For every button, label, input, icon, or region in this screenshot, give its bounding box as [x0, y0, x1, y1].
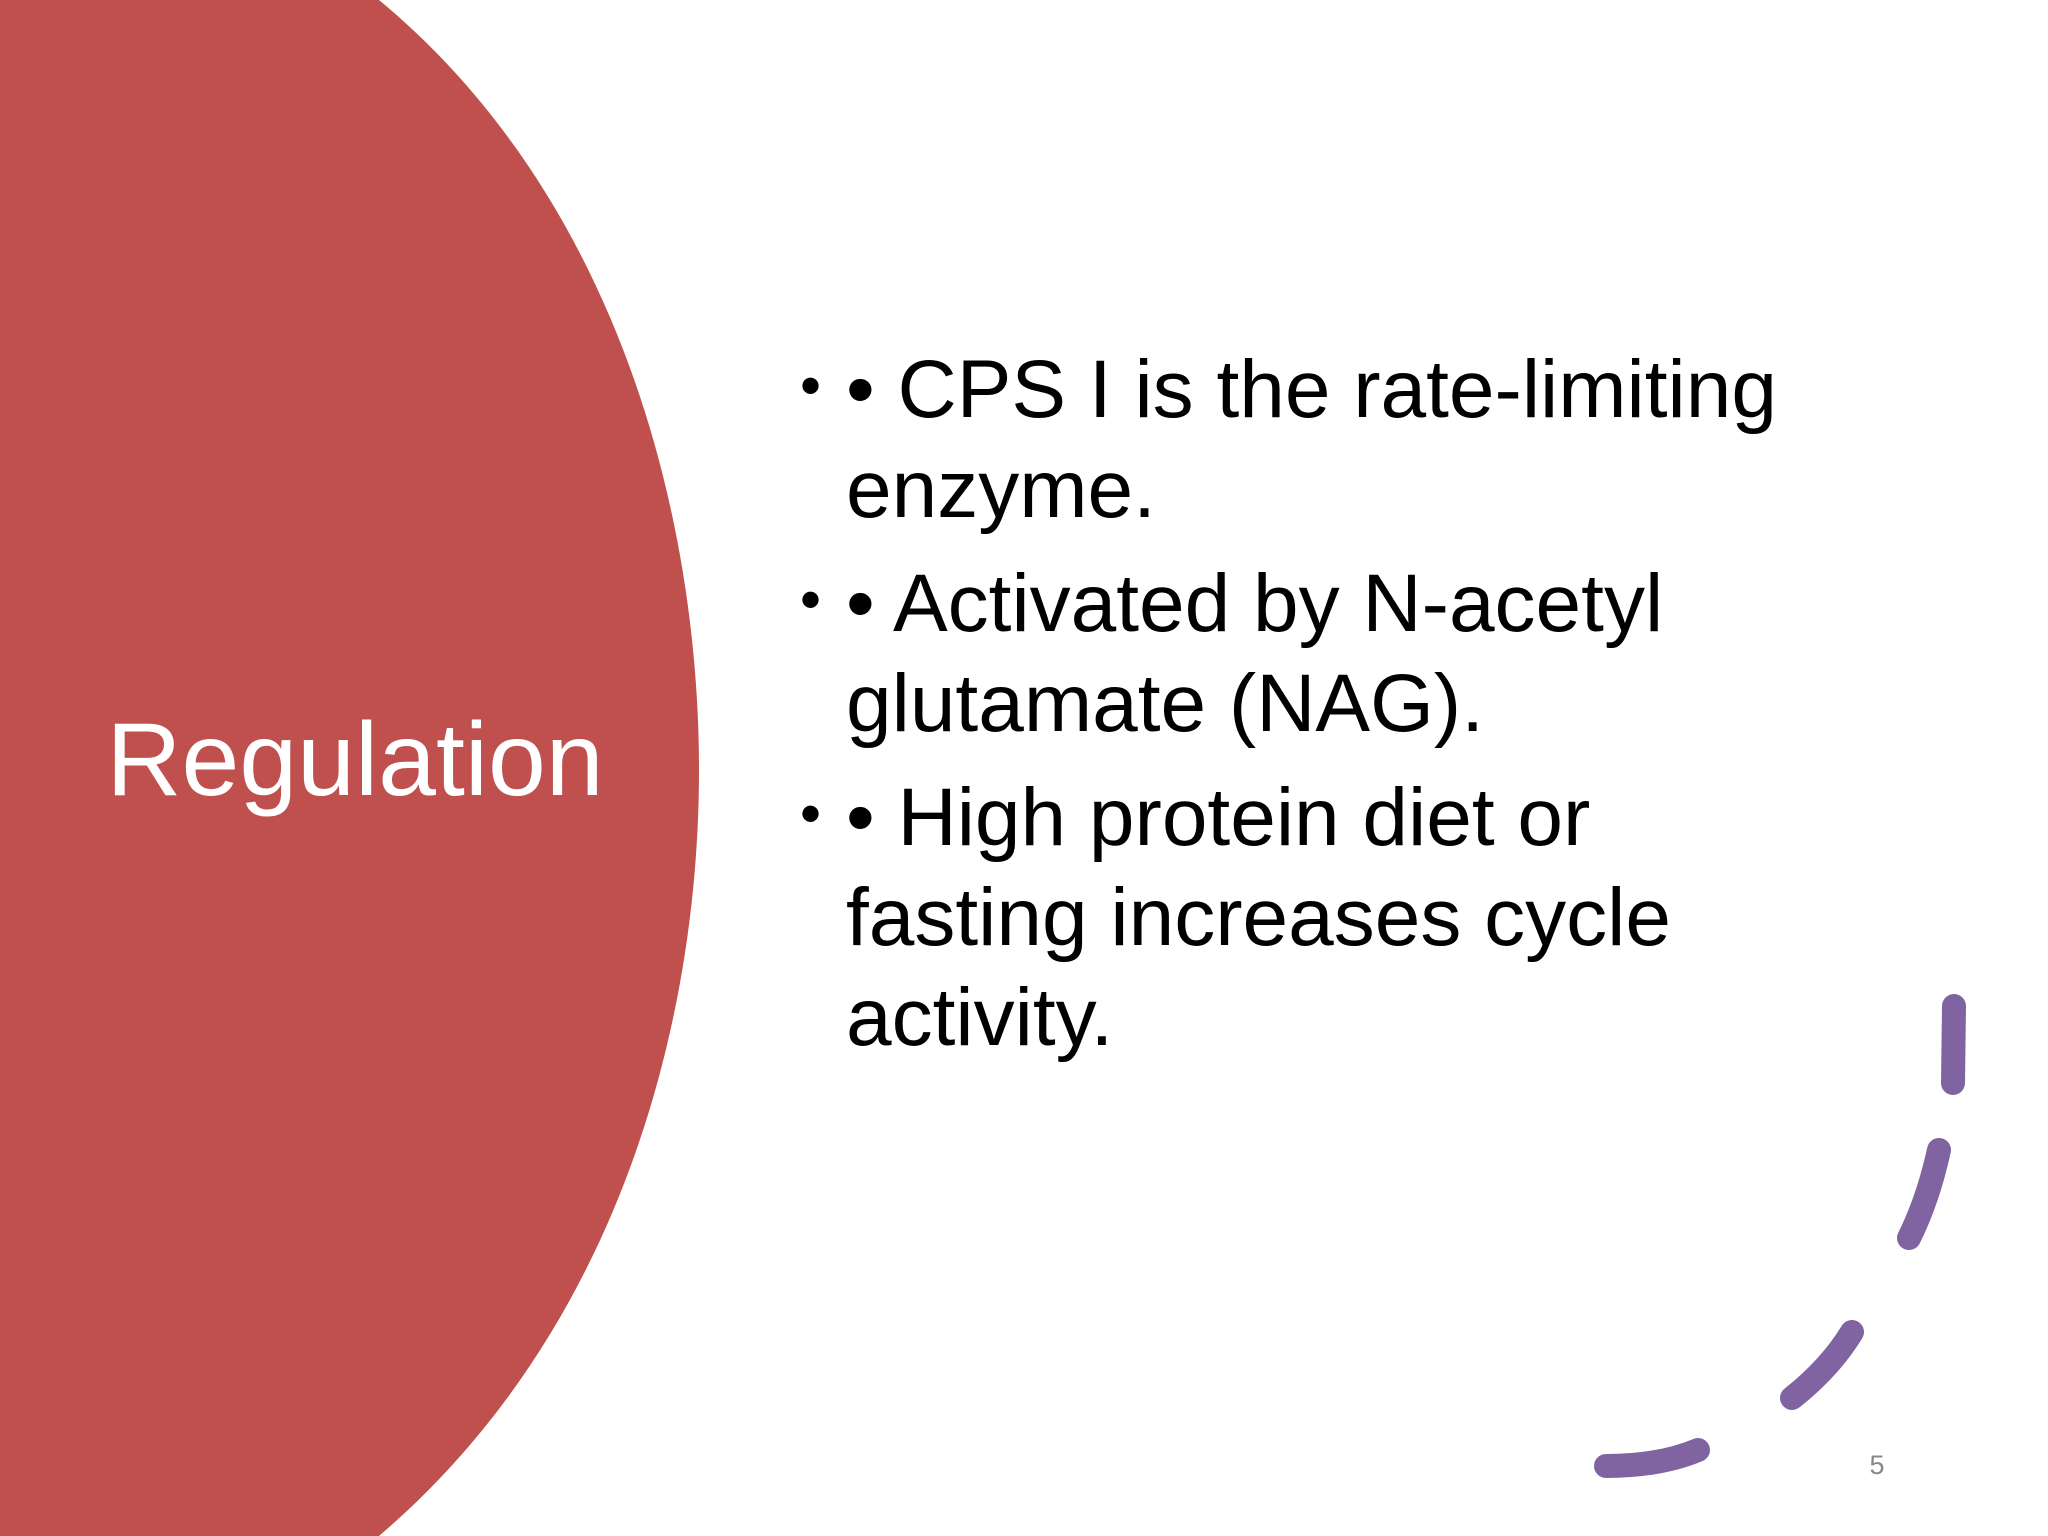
- bullet-list: • CPS I is the rate-limiting enzyme. • A…: [800, 336, 1800, 1082]
- bullet: • High protein diet or fasting increases…: [800, 764, 1800, 1068]
- slide-title: Regulation: [106, 702, 604, 818]
- dash: [1897, 1138, 1951, 1250]
- red-shape: [0, 0, 699, 1536]
- page-number: 5: [1869, 1450, 1885, 1480]
- dash: [1780, 1320, 1864, 1410]
- dash: [1941, 994, 1966, 1095]
- dash: [1594, 1438, 1710, 1478]
- bullet: • CPS I is the rate-limiting enzyme.: [800, 336, 1800, 540]
- bullet: • Activated by N-acetyl glutamate (NAG).: [800, 550, 1800, 754]
- dashed-arc: [1594, 994, 1966, 1478]
